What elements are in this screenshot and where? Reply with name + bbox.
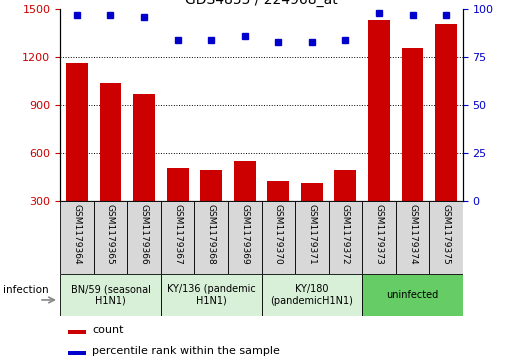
Bar [262, 201, 295, 274]
Bar [301, 183, 323, 250]
Bar [267, 181, 289, 250]
Text: GSM1179369: GSM1179369 [240, 204, 249, 265]
Title: GDS4855 / 224968_at: GDS4855 / 224968_at [185, 0, 338, 7]
Bar [161, 201, 195, 274]
Text: GSM1179375: GSM1179375 [441, 204, 451, 265]
Text: GSM1179366: GSM1179366 [140, 204, 149, 265]
Text: GSM1179370: GSM1179370 [274, 204, 283, 265]
Bar [167, 168, 188, 250]
Bar [228, 201, 262, 274]
Bar [362, 201, 396, 274]
Text: GSM1179371: GSM1179371 [308, 204, 316, 265]
Bar [66, 63, 88, 250]
Bar [60, 201, 94, 274]
Text: GSM1179364: GSM1179364 [72, 204, 82, 265]
Text: infection: infection [3, 285, 49, 295]
Text: GSM1179374: GSM1179374 [408, 204, 417, 265]
Bar [68, 330, 86, 334]
Bar [60, 274, 161, 316]
Text: percentile rank within the sample: percentile rank within the sample [93, 346, 280, 356]
Text: GSM1179365: GSM1179365 [106, 204, 115, 265]
Bar [161, 274, 262, 316]
Bar [335, 170, 356, 250]
Bar [396, 201, 429, 274]
Bar [99, 83, 121, 250]
Bar [295, 201, 328, 274]
Bar [127, 201, 161, 274]
Bar [435, 24, 457, 250]
Bar [429, 201, 463, 274]
Bar [200, 170, 222, 250]
Bar [262, 274, 362, 316]
Bar [362, 274, 463, 316]
Bar [195, 201, 228, 274]
Text: GSM1179373: GSM1179373 [374, 204, 383, 265]
Bar [328, 201, 362, 274]
Text: GSM1179372: GSM1179372 [341, 204, 350, 265]
Text: GSM1179367: GSM1179367 [173, 204, 182, 265]
Text: KY/136 (pandemic
H1N1): KY/136 (pandemic H1N1) [167, 284, 256, 306]
Text: uninfected: uninfected [386, 290, 439, 300]
Bar [68, 351, 86, 355]
Bar [402, 48, 424, 250]
Bar [368, 20, 390, 250]
Bar [94, 201, 127, 274]
Text: KY/180
(pandemicH1N1): KY/180 (pandemicH1N1) [270, 284, 353, 306]
Bar [133, 94, 155, 250]
Text: count: count [93, 325, 124, 335]
Text: BN/59 (seasonal
H1N1): BN/59 (seasonal H1N1) [71, 284, 151, 306]
Text: GSM1179368: GSM1179368 [207, 204, 215, 265]
Bar [234, 160, 256, 250]
